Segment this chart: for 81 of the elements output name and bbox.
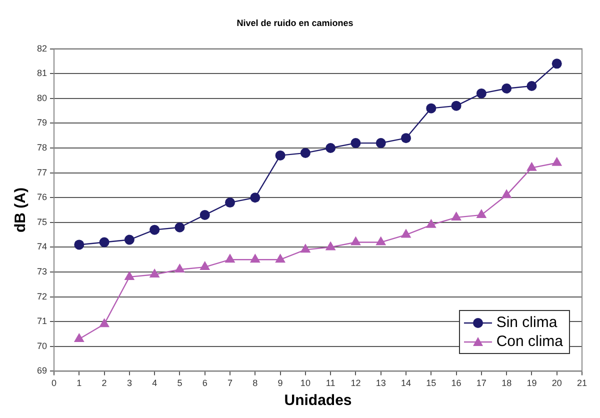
point: [526, 162, 537, 171]
y-tick-label: 76: [36, 192, 48, 202]
point: [552, 156, 562, 166]
y-tick-label: 80: [36, 92, 48, 103]
point: [401, 133, 412, 144]
point: [350, 138, 361, 148]
x-tick-label: 1: [76, 378, 82, 388]
y-tick-label: 71: [36, 316, 48, 326]
point: [326, 143, 336, 153]
y-tick-label: 78: [36, 142, 48, 152]
point: [99, 318, 110, 328]
point: [174, 264, 185, 273]
x-tick-label: 20: [552, 378, 562, 388]
point: [275, 254, 286, 263]
x-tick-label: 7: [228, 378, 233, 388]
point: [476, 208, 487, 218]
x-tick-label: 12: [350, 378, 361, 388]
y-tick-label: 82: [36, 43, 48, 54]
point: [552, 58, 562, 69]
point: [376, 236, 386, 246]
x-tick-label: 11: [326, 378, 336, 388]
y-tick-label: 81: [36, 68, 48, 78]
point: [325, 241, 336, 250]
x-tick-label: 3: [126, 378, 132, 388]
point: [350, 236, 361, 246]
x-tick-label: 10: [300, 378, 310, 388]
x-tick-label: 8: [252, 378, 258, 388]
point: [451, 100, 462, 111]
point: [502, 83, 512, 94]
x-tick-label: 21: [576, 378, 588, 388]
x-tick-label: 13: [376, 378, 386, 388]
point: [451, 211, 462, 220]
y-tick-label: 72: [36, 291, 48, 302]
point: [99, 237, 110, 248]
point: [225, 198, 236, 208]
y-tick-label: 79: [36, 118, 48, 128]
point: [149, 268, 160, 278]
point: [501, 189, 512, 198]
point: [200, 261, 210, 270]
point: [124, 234, 134, 245]
y-tick-label: 70: [36, 340, 48, 351]
y-tick-label: 75: [36, 216, 48, 227]
point: [250, 192, 260, 203]
chart-title: Nivel de ruido en camiones: [236, 18, 354, 28]
x-tick-label: 16: [451, 378, 462, 388]
point: [174, 222, 185, 232]
point: [400, 228, 412, 238]
x-tick-label: 2: [102, 378, 107, 388]
legend-label: Sin clima: [496, 313, 558, 332]
x-tick-label: 15: [426, 378, 436, 388]
point: [300, 244, 311, 253]
x-tick-label: 4: [152, 378, 158, 388]
x-tick-label: 14: [400, 378, 412, 388]
point: [275, 150, 286, 160]
x-tick-label: 5: [177, 378, 182, 388]
x-tick-label: 0: [52, 378, 57, 388]
point: [74, 332, 84, 342]
point: [426, 103, 436, 114]
point: [250, 254, 260, 263]
y-tick-label: 74: [36, 242, 48, 252]
x-tick-label: 9: [278, 378, 283, 388]
point: [74, 240, 84, 250]
x-tick-label: 17: [476, 378, 486, 388]
y-tick-label: 77: [36, 167, 48, 178]
legend-label: Con clima: [496, 332, 563, 351]
point: [476, 88, 486, 98]
point: [300, 148, 310, 158]
point: [224, 254, 236, 263]
x-tick-label: 19: [526, 378, 537, 388]
point: [526, 81, 537, 91]
point: [426, 218, 436, 228]
y-tick-label: 73: [36, 266, 48, 276]
x-axis-title: Unidades: [284, 392, 352, 410]
y-tick-label: 69: [36, 366, 48, 376]
x-tick-label: 6: [202, 378, 208, 388]
x-tick-label: 18: [502, 378, 512, 388]
point: [150, 224, 160, 235]
y-axis-title: dB (A): [12, 188, 30, 232]
point: [200, 210, 210, 220]
point: [376, 138, 386, 148]
point: [124, 270, 135, 280]
